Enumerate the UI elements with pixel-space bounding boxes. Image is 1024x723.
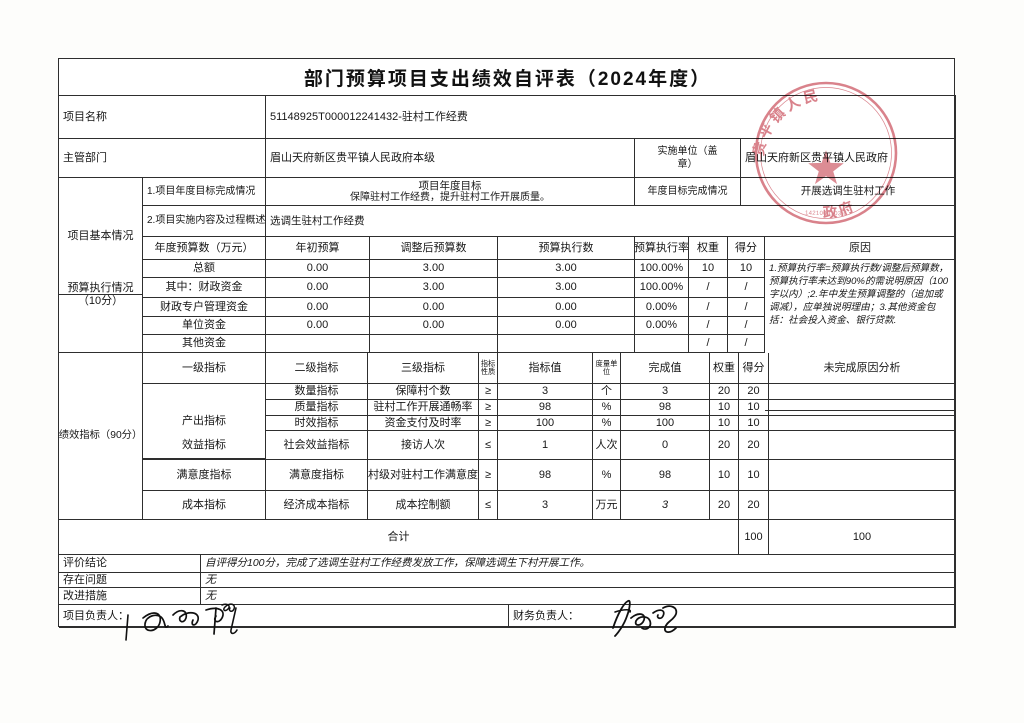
svg-text:1421003103 6: 1421003103 6 xyxy=(805,211,847,218)
svg-text:县 贵 平 镇 人 民: 县 贵 平 镇 人 民 xyxy=(752,79,820,161)
